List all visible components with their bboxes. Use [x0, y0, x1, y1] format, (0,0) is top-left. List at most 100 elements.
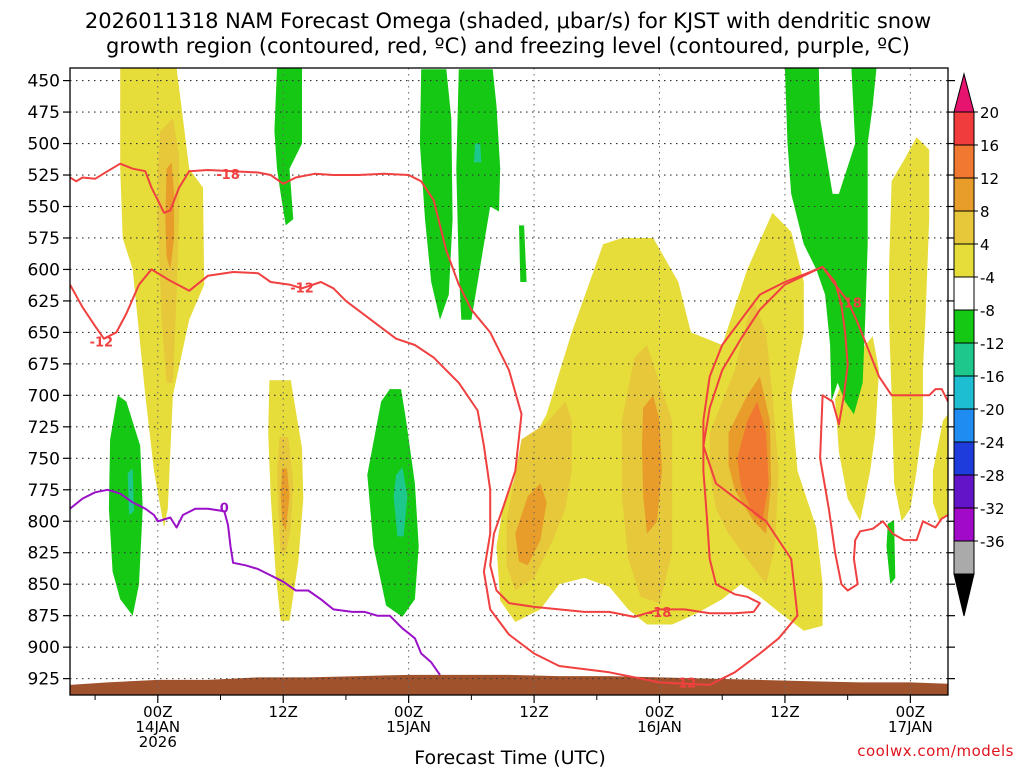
y-tick-label: 625: [28, 292, 60, 312]
y-tick-label: 525: [28, 166, 60, 186]
omega-shade-12-1: [280, 468, 290, 532]
omega-shading: [108, 68, 948, 631]
colorbar-swatch: [953, 441, 975, 476]
y-tick-label: 575: [28, 229, 60, 249]
colorbar-swatch: [953, 144, 975, 179]
contour-label: -18: [838, 296, 862, 311]
colorbar-swatch: [953, 375, 975, 410]
colorbar-label: 4: [980, 236, 990, 254]
x-tick-label: 12Z: [269, 703, 298, 721]
y-tick-label: 875: [28, 607, 60, 627]
colorbar-swatch: [953, 474, 975, 509]
x-tick-label: 16JAN: [637, 718, 682, 736]
y-axis-ticks: 450 475 500 525 550 575 600 625 650 675 700 725 750 7…: [28, 72, 955, 690]
omega-shade-neg4-2: [367, 389, 419, 617]
omega-shade-16-0: [737, 401, 769, 522]
colorbar-swatch: [953, 111, 975, 146]
x-tick-label: 00Z: [143, 703, 172, 721]
freezing-level-contour: [70, 488, 441, 676]
omega-shade-4-5: [932, 414, 948, 522]
colorbar-swatch: [953, 276, 975, 311]
colorbar-label: -32: [980, 500, 1005, 518]
colorbar-swatch: [953, 540, 975, 575]
contour-label: -18: [216, 168, 240, 183]
colorbar-swatch: [953, 243, 975, 278]
y-tick-label: 725: [28, 418, 60, 438]
colorbar-swatch: [953, 177, 975, 212]
colorbar: 20 16 12 8 4 -4 -8 -12 -16 -20 -24 -28 -32 -36: [953, 72, 1005, 617]
omega-shade-neg4-4: [456, 69, 501, 320]
colorbar-label: 16: [980, 137, 999, 155]
terrain: [70, 674, 948, 695]
omega-shade-12-2: [515, 483, 547, 566]
colorbar-swatch: [953, 408, 975, 443]
contour-label: 0: [220, 502, 229, 517]
x-tick-label: 00Z: [896, 703, 925, 721]
y-tick-label: 800: [28, 512, 60, 532]
omega-shade-neg4-1: [274, 68, 302, 226]
y-tick-label: 500: [28, 135, 60, 155]
y-tick-label: 450: [28, 72, 60, 92]
y-tick-label: 825: [28, 544, 60, 564]
colorbar-label: 20: [980, 104, 999, 122]
y-tick-label: 750: [28, 449, 60, 469]
x-tick-label: 17JAN: [888, 718, 933, 736]
x-tick-label: 2026: [139, 733, 177, 751]
x-tick-label: 12Z: [519, 703, 548, 721]
omega-shade-neg4-7: [886, 520, 896, 585]
contour-label: -18: [648, 606, 672, 621]
dgz-contour-neg12: [70, 265, 948, 686]
x-axis-label: Forecast Time (UTC): [414, 747, 605, 768]
x-tick-label: 12Z: [770, 703, 799, 721]
y-tick-label: 925: [28, 670, 60, 690]
colorbar-swatch: [953, 210, 975, 245]
colorbar-label: -8: [980, 302, 995, 320]
omega-shade-12-3: [642, 395, 662, 534]
colorbar-label: 12: [980, 170, 999, 188]
chart-title-line-2: growth region (contoured, red, ºC) and f…: [106, 34, 910, 58]
colorbar-swatch: [953, 342, 975, 377]
omega-shade-12-0: [165, 162, 175, 270]
plot-frame: [69, 67, 949, 696]
colorbar-label: -16: [980, 368, 1005, 386]
y-tick-label: 475: [28, 103, 60, 123]
omega-shade-neg8-2: [473, 143, 482, 163]
colorbar-swatch: [953, 507, 975, 542]
y-tick-label: 775: [28, 481, 60, 501]
omega-shade-neg8-0: [393, 467, 408, 537]
omega-shade-neg4-0: [108, 395, 143, 616]
y-tick-label: 850: [28, 575, 60, 595]
y-tick-label: 550: [28, 197, 60, 217]
colorbar-swatch: [953, 309, 975, 344]
omega-shade-neg4-6: [784, 68, 877, 415]
colorbar-bottom-arrow: [953, 573, 975, 617]
omega-shade-neg4-3: [419, 69, 453, 320]
x-tick-label: 00Z: [645, 703, 674, 721]
contour-label: -12: [673, 677, 697, 692]
omega-shade-4-4: [889, 137, 930, 522]
contours: -18 -18 -18 -12 -12 -12 0: [70, 162, 948, 692]
colorbar-label: -28: [980, 467, 1005, 485]
colorbar-label: -20: [980, 401, 1005, 419]
y-tick-label: 900: [28, 638, 60, 658]
omega-shade-neg4-5: [519, 225, 527, 282]
y-tick-label: 700: [28, 386, 60, 406]
colorbar-top-arrow: [953, 72, 975, 113]
x-tick-label: 00Z: [394, 703, 423, 721]
terrain-fill: [70, 674, 948, 695]
x-tick-label: 14JAN: [135, 718, 180, 736]
colorbar-label: -4: [980, 269, 995, 287]
credit-link[interactable]: coolwx.com/models: [857, 742, 1014, 760]
colorbar-label: -12: [980, 335, 1005, 353]
colorbar-label: 8: [980, 203, 990, 221]
colorbar-label: -36: [980, 533, 1005, 551]
chart-title-line-1: 2026011318 NAM Forecast Omega (shaded, μ…: [85, 9, 931, 33]
colorbar-label: -24: [980, 434, 1005, 452]
y-tick-label: 600: [28, 260, 60, 280]
y-tick-label: 650: [28, 323, 60, 343]
contour-label: -12: [290, 281, 314, 296]
y-tick-label: 675: [28, 355, 60, 375]
contour-label: -12: [90, 335, 114, 350]
